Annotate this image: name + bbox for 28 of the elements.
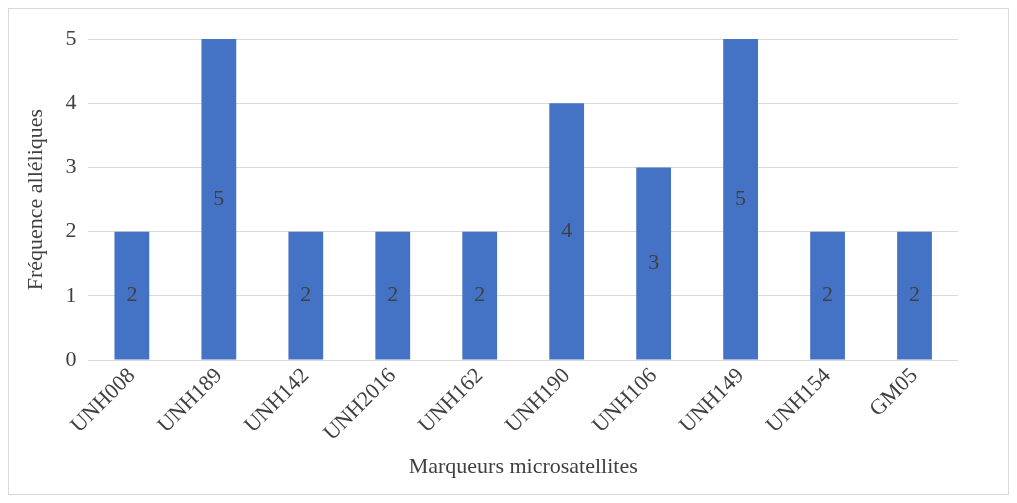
bar [549,103,585,360]
data-label: 2 [909,281,921,307]
bar [810,231,845,360]
data-label: 2 [126,281,138,307]
bar [288,231,324,360]
bar [723,39,758,360]
y-tick-label: 2 [65,217,77,243]
bar [462,231,498,360]
data-label: 4 [561,217,573,243]
y-tick-label: 4 [65,89,77,114]
bar [375,231,411,360]
data-label: 2 [300,281,312,307]
data-label: 5 [735,185,747,211]
y-tick-label: 1 [65,281,77,307]
y-tick-label: 5 [65,24,77,50]
y-tick-label: 0 [65,345,77,371]
x-axis-title: Marqueurs microsatellites [408,452,638,478]
data-label: 2 [387,281,399,307]
data-label: 2 [474,281,486,307]
bar [636,167,672,360]
bar [114,231,150,360]
data-label: 3 [648,249,660,275]
data-label: 5 [213,185,225,211]
bar [201,39,237,360]
y-axis-title: Fréquence alléliques [21,108,47,291]
bar [897,231,932,360]
y-tick-label: 3 [65,153,77,179]
data-label: 2 [822,281,834,307]
